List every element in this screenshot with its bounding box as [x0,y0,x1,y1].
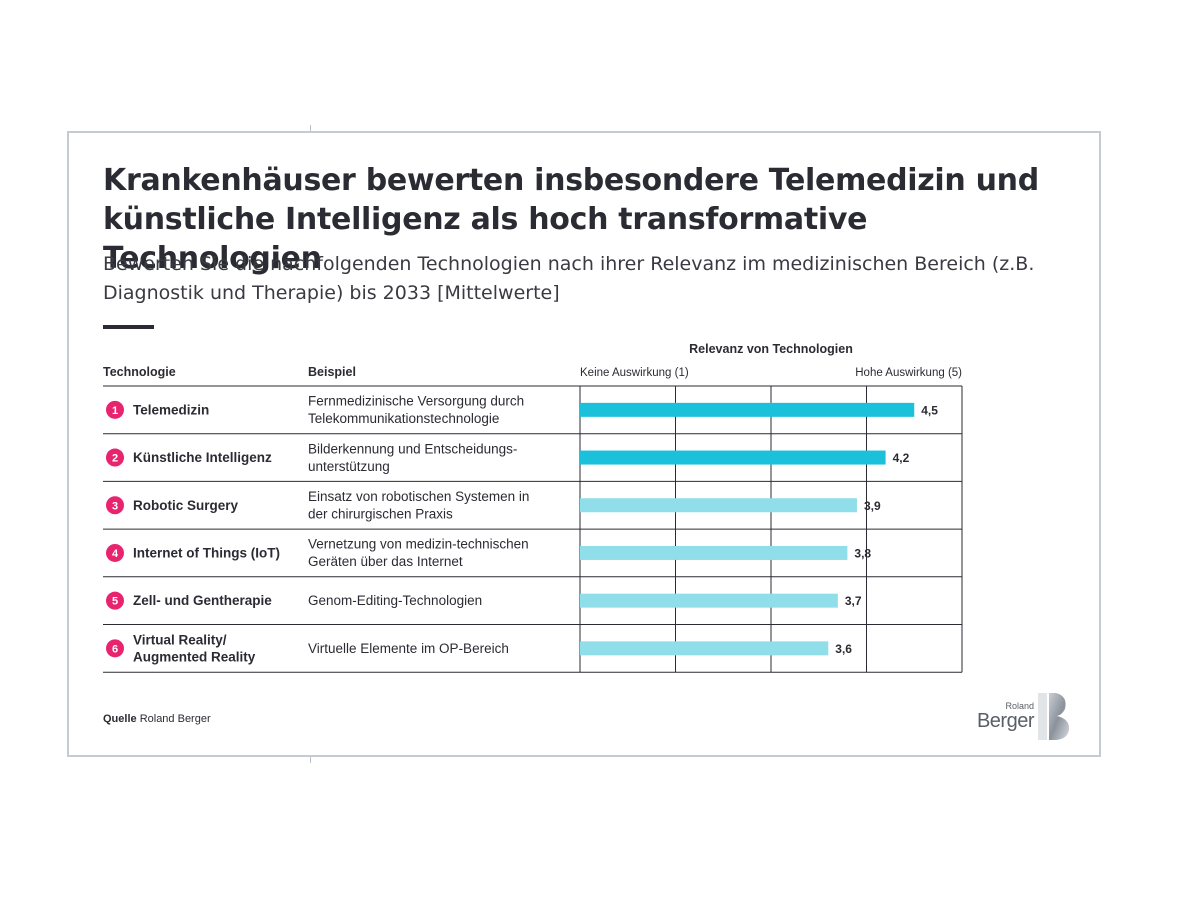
table-row: 6 Virtual Reality/Augmented Reality Virtue… [106,632,852,664]
bar [580,593,838,608]
page-title: Krankenhäuser bewerten insbesondere Tele… [103,163,1039,276]
title-divider [103,325,154,329]
crop-mark-bottom [310,757,311,763]
bar [580,641,829,656]
technology-name: Augmented Reality [133,649,256,664]
rank-number: 5 [112,596,118,608]
page-subtitle: Bewerten Sie die nachfolgenden Technolog… [103,253,1035,304]
logo-text-small: Roland [1005,701,1034,711]
column-header-example: Beispiel [308,365,356,379]
scale-low-label: Keine Auswirkung (1) [580,367,689,379]
technology-name: Robotic Surgery [133,498,239,513]
technology-name: Künstliche Intelligenz [133,450,272,465]
roland-berger-logo: Roland Berger [969,693,1079,743]
bar [580,498,857,513]
bar [580,402,915,417]
example-text: unterstützung [308,459,390,474]
technology-name: Zell- und Gentherapie [133,593,272,608]
infographic-card: Krankenhäuser bewerten insbesondere Tele… [67,131,1101,757]
scale-high-label: Hohe Auswirkung (5) [855,367,962,379]
value-label: 3,6 [835,642,852,656]
table-row: 5 Zell- und Gentherapie Genom-Editing-Tech… [106,591,862,610]
source-note: Quelle Roland Berger [103,713,211,725]
rank-badge [106,448,124,467]
bar [580,545,848,560]
value-label: 3,8 [854,546,871,560]
table-row: 2 Künstliche Intelligenz Bilderkennung und… [106,441,910,474]
example-text: Virtuelle Elemente im OP-Bereich [308,641,509,656]
table-row: 1 Telemedizin Fernmedizinische Versorgung … [106,394,938,426]
rank-number: 3 [112,500,118,512]
example-text: der chirurgischen Praxis [308,507,453,522]
example-text: Fernmedizinische Versorgung durch [308,394,524,409]
example-text: Geräten über das Internet [308,554,463,569]
technology-name: Internet of Things (IoT) [133,545,280,560]
rank-number: 4 [112,548,119,560]
crop-mark-top [310,125,311,131]
rank-number: 2 [112,453,118,465]
technology-name: Virtual Reality/ [133,632,227,647]
logo-b-mark-icon [1038,693,1070,740]
logo-text-big: Berger [976,710,1035,732]
value-label: 3,9 [864,499,881,513]
example-text: Vernetzung von medizin-technischen [308,537,529,552]
table-row: 3 Robotic Surgery Einsatz von robotischen … [106,489,881,522]
example-text: Genom-Editing-Technologien [308,593,482,608]
rank-number: 1 [112,405,118,417]
column-header-technology: Technologie [103,365,176,379]
source-label: Quelle [103,713,137,725]
rank-badge [106,639,124,658]
table-row: 4 Internet of Things (IoT) Vernetzung von … [106,537,871,569]
source-text: Roland Berger [139,713,211,725]
rank-badge [106,496,124,515]
example-text: Telekommunikationstechnologie [308,411,499,426]
rank-number: 6 [112,643,118,655]
rank-badge [106,591,124,610]
value-label: 3,7 [845,594,862,608]
technology-name: Telemedizin [133,402,209,417]
rank-badge [106,543,124,562]
technology-relevance-chart: Relevanz von Technologien Technologie Be… [103,342,963,673]
example-text: Einsatz von robotischen Systemen in [308,489,529,504]
example-text: Bilderkennung und Entscheidungs- [308,441,517,456]
value-label: 4,5 [921,403,938,417]
value-label: 4,2 [893,451,910,465]
bar [580,450,886,465]
rank-badge [106,400,124,419]
scale-title: Relevanz von Technologien [689,342,853,356]
